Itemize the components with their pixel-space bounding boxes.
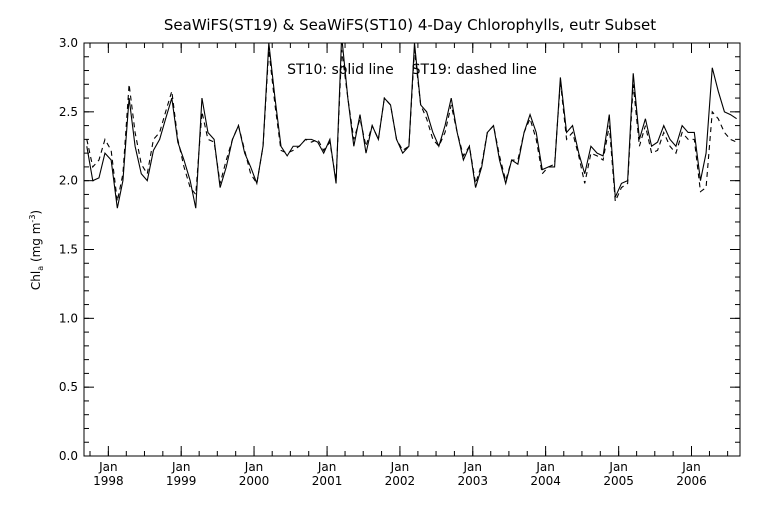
y-tick-label-0: 0.0 [59, 449, 78, 463]
x-tick-year-7: 2005 [603, 474, 634, 488]
y-axis-label-close: ) [29, 210, 43, 215]
plot-frame [83, 42, 741, 457]
y-axis: 0.0 0.5 1.0 1.5 2.0 2.5 3.0 [59, 36, 740, 463]
series-group [86, 43, 737, 209]
y-axis-label-subscript: a [36, 266, 45, 271]
y-tick-label-4: 2.0 [59, 174, 78, 188]
y-axis-label: Chla (mg m-3) [28, 210, 45, 290]
chart-annotation: ST10: solid line ST19: dashed line [287, 62, 537, 78]
y-axis-label-exponent: -3 [28, 215, 37, 223]
x-tick-month-1: Jan [171, 460, 191, 474]
x-tick-month-6: Jan [535, 460, 555, 474]
y-tick-label-2: 1.0 [59, 311, 78, 325]
x-axis: Jan1998Jan1999Jan2000Jan2001Jan2002Jan20… [89, 43, 729, 488]
x-tick-year-8: 2006 [676, 474, 707, 488]
x-tick-year-3: 2001 [312, 474, 343, 488]
x-tick-year-1: 1999 [166, 474, 197, 488]
x-tick-year-2: 2000 [239, 474, 270, 488]
x-tick-year-4: 2002 [385, 474, 416, 488]
x-tick-month-4: Jan [390, 460, 410, 474]
y-tick-label-6: 3.0 [59, 36, 78, 50]
y-axis-label-main: Chl [29, 271, 43, 290]
chart-title: SeaWiFS(ST19) & SeaWiFS(ST10) 4-Day Chlo… [164, 16, 656, 34]
x-tick-month-5: Jan [463, 460, 483, 474]
x-tick-month-7: Jan [608, 460, 628, 474]
plot-area [86, 43, 737, 209]
x-tick-year-0: 1998 [93, 474, 124, 488]
x-tick-year-6: 2004 [530, 474, 561, 488]
series-line-st19 [86, 49, 737, 202]
y-tick-label-3: 1.5 [59, 243, 78, 257]
x-tick-month-8: Jan [681, 460, 701, 474]
x-tick-month-2: Jan [244, 460, 264, 474]
x-tick-month-3: Jan [317, 460, 337, 474]
x-tick-month-0: Jan [98, 460, 118, 474]
x-tick-year-5: 2003 [457, 474, 488, 488]
y-tick-label-5: 2.5 [59, 105, 78, 119]
y-tick-label-1: 0.5 [59, 380, 78, 394]
y-axis-label-units: (mg m [29, 223, 43, 266]
